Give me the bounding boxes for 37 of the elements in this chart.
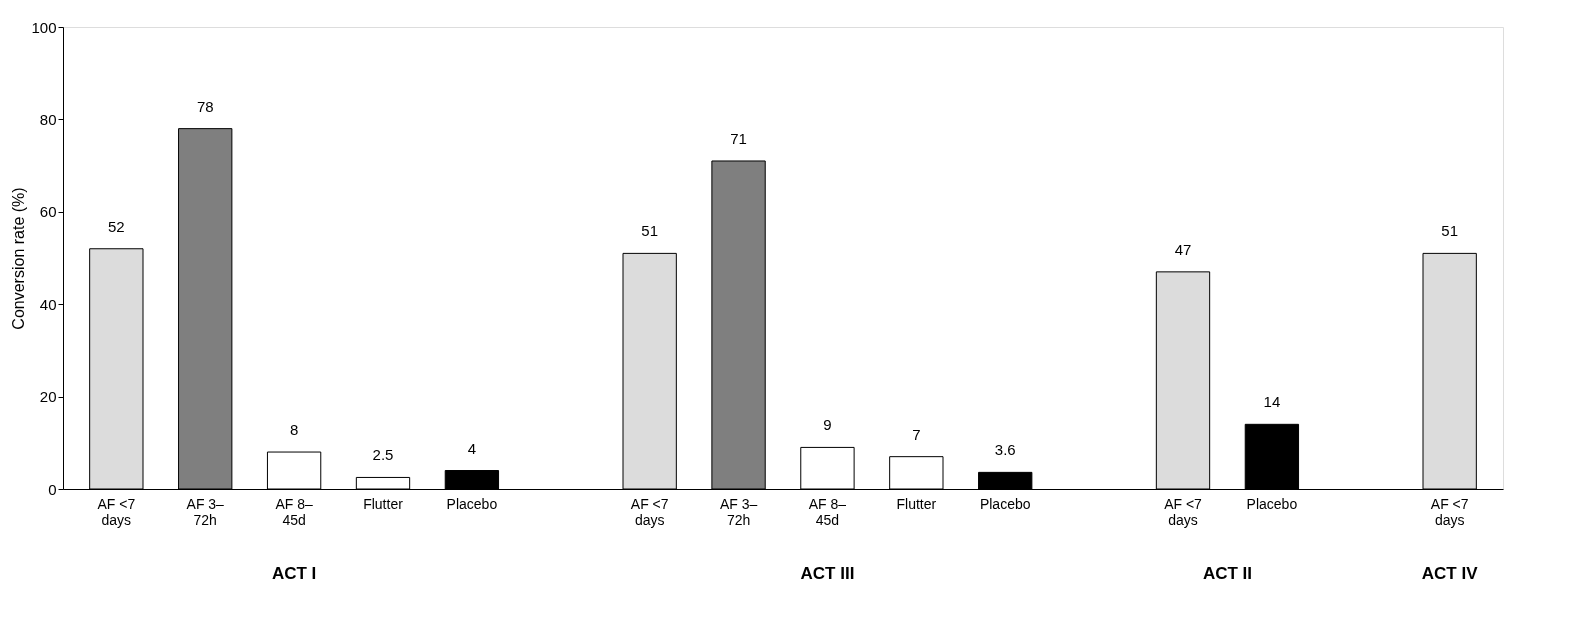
- y-axis-title: Conversion rate (%): [10, 187, 28, 330]
- x-tick-label: AF 8–45d: [275, 495, 313, 528]
- data-label: 2.5: [372, 446, 394, 464]
- data-label: 51: [1441, 222, 1459, 240]
- x-tick-label: Flutter: [363, 495, 404, 512]
- data-label: 71: [730, 129, 747, 147]
- x-tick-label: Placebo: [446, 495, 498, 512]
- data-label: 7: [912, 425, 921, 443]
- x-tick-label: Flutter: [896, 495, 937, 512]
- text: ACT III: [800, 564, 855, 583]
- y-tick-label: 40: [39, 295, 57, 313]
- x-tick-label: AF <7 days: [1164, 495, 1203, 528]
- x-tick-label: AF <7 days: [97, 495, 136, 528]
- data-label: 3.6: [994, 441, 1016, 459]
- x-tick-label: AF 3–72h: [186, 495, 225, 528]
- text: ACT II: [1202, 564, 1252, 583]
- y-tick-label: 80: [39, 110, 57, 128]
- y-tick-label: 100: [31, 18, 57, 36]
- data-label: 9: [823, 416, 832, 434]
- data-label: 14: [1263, 393, 1281, 411]
- data-label: 47: [1174, 240, 1192, 258]
- data-label: 4: [467, 439, 477, 457]
- x-tick-label: AF 8–45d: [808, 495, 847, 528]
- text: ACT I: [271, 564, 317, 583]
- x-tick-label: AF <7 days: [630, 495, 669, 528]
- x-tick-label: AF <7 days: [1430, 495, 1469, 528]
- text: ACT IV: [1421, 564, 1479, 583]
- y-tick-label: 60: [39, 203, 57, 221]
- x-tick-label: Placebo: [1246, 495, 1298, 512]
- data-label: 8: [289, 421, 299, 439]
- data-label: 78: [196, 97, 214, 115]
- x-tick-label: Placebo: [979, 495, 1031, 512]
- data-label: 52: [107, 217, 125, 235]
- y-tick-label: 0: [48, 480, 57, 498]
- data-label: 51: [641, 222, 659, 240]
- x-tick-label: AF 3–72h: [719, 495, 758, 528]
- y-tick-label: 20: [39, 388, 57, 406]
